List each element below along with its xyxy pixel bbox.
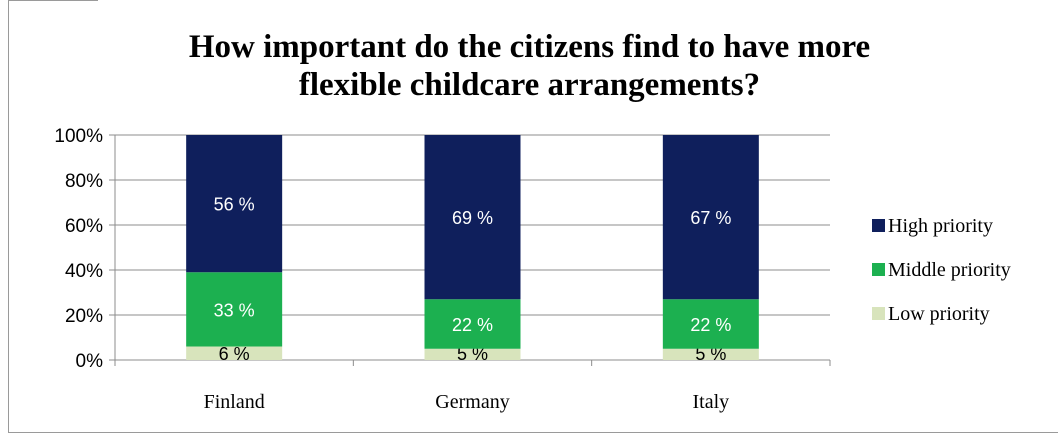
chart-title-line-2: flexible childcare arrangements? [298, 67, 761, 103]
bar-low-priority-finland [186, 346, 283, 360]
legend-label: High priority [888, 215, 993, 237]
chart-title: How important do the citizens find to ha… [0, 28, 1059, 104]
bar-high-priority-italy [662, 135, 759, 300]
data-label: 22 % [452, 315, 493, 335]
legend-swatch [872, 307, 885, 320]
data-label: 5 % [695, 344, 726, 364]
y-tick-label: 100% [54, 126, 103, 147]
bar-middle-priority-finland [186, 272, 283, 347]
bar-low-priority-germany [424, 348, 521, 360]
data-label: 5 % [457, 344, 488, 364]
bar-high-priority-finland [186, 135, 283, 273]
y-tick-label: 20% [65, 306, 103, 327]
x-tick-label: Italy [693, 391, 730, 413]
legend-swatch [872, 219, 885, 232]
bar-middle-priority-germany [424, 299, 521, 349]
x-tick-label: Germany [435, 391, 509, 413]
y-tick-label: 80% [65, 171, 103, 192]
chart-title-line-1: How important do the citizens find to ha… [188, 29, 871, 65]
legend-label: Low priority [888, 303, 990, 325]
legend-swatch [872, 263, 885, 276]
y-tick-label: 40% [65, 261, 103, 282]
chart-frame-top-edge [8, 0, 98, 7]
bar-low-priority-italy [662, 348, 759, 360]
data-label: 69 % [452, 208, 493, 228]
y-tick-label: 0% [76, 351, 104, 372]
x-tick-label: Finland [204, 391, 265, 413]
data-label: 33 % [214, 300, 255, 320]
bar-middle-priority-italy [662, 299, 759, 349]
data-label: 6 % [219, 344, 250, 364]
chart-frame [8, 0, 1058, 433]
data-label: 56 % [214, 195, 255, 215]
legend-label: Middle priority [888, 259, 1011, 281]
data-label: 22 % [690, 315, 731, 335]
bar-high-priority-germany [424, 135, 521, 300]
data-label: 67 % [690, 208, 731, 228]
y-tick-label: 60% [65, 216, 103, 237]
